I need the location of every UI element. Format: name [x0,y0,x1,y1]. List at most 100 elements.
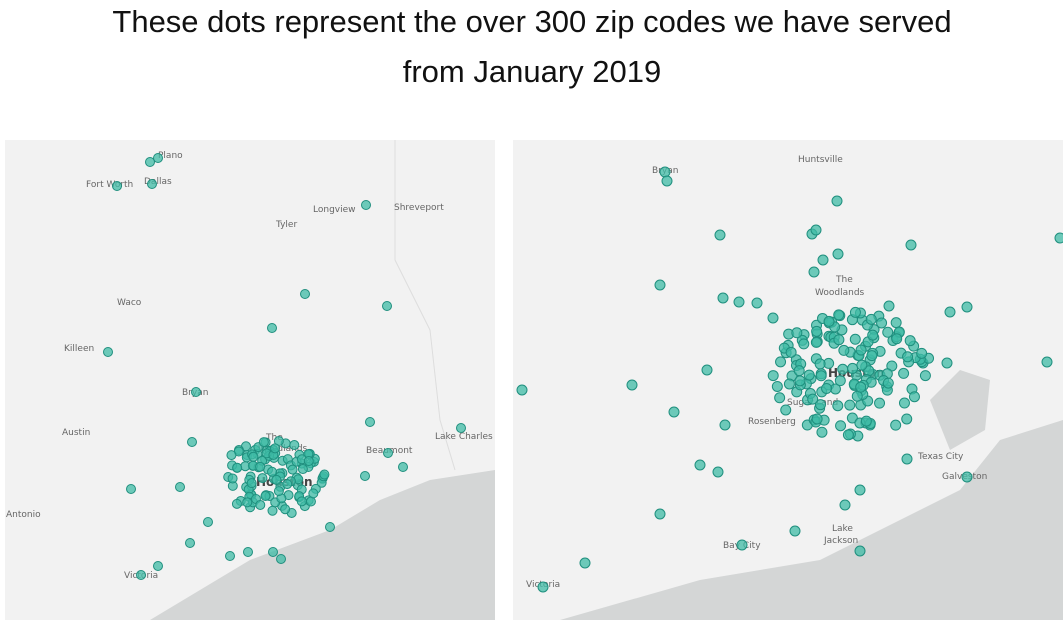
zip-dot [837,363,849,375]
zip-dot [258,437,269,448]
zip-dot [103,347,113,357]
zip-dot [774,392,786,404]
zip-dot [832,400,844,412]
zip-dot [147,179,157,189]
zip-dot [360,471,370,481]
zip-dot [153,153,163,163]
zip-dot [668,406,680,418]
zip-dot [270,443,281,454]
zip-dot [905,239,917,251]
zip-dot [136,570,146,580]
zip-dot [855,381,867,393]
zip-dot [300,289,310,299]
zip-dot [537,581,549,593]
zip-dot [733,296,745,308]
zip-dot [821,382,833,394]
zip-dot [832,248,844,260]
place: Tyler [275,220,297,230]
zip-dot [898,367,910,379]
zip-dot [626,379,638,391]
place: Plano [158,151,183,161]
zip-dot [798,338,810,350]
border [394,140,456,471]
zip-dot [325,522,335,532]
zip-dot [816,426,828,438]
zip-dot [849,333,861,345]
place: Lake [832,524,853,534]
zip-dot [882,326,894,338]
place: Jackson [823,536,858,546]
zip-dot [319,469,330,480]
zip-dot [175,482,185,492]
zip-dot [810,336,822,348]
zip-dot [516,384,528,396]
zip-dot [767,370,779,382]
zip-dot [916,347,928,359]
sea [560,420,1063,620]
place: Antonio [6,510,41,520]
zip-dot [255,461,266,472]
title-line: from January 2019 [403,54,661,89]
zip-dot [838,344,850,356]
zip-dot [890,317,902,329]
zip-dot [780,404,792,416]
zip-dot [849,306,861,318]
zip-dot [255,499,266,510]
place: Longview [313,205,356,215]
zip-dot [654,508,666,520]
zip-dot [287,464,298,475]
bay [930,370,990,450]
zip-dot [767,312,779,324]
map-right: Huntsville Bryan The Woodlands Houston S… [513,140,1063,620]
zip-dot [891,333,903,345]
zip-dot [839,499,851,511]
zip-dot [187,437,197,447]
place: Shreveport [394,203,444,213]
place: Waco [117,298,142,308]
zip-dot [867,329,879,341]
zip-dot [659,166,671,178]
zip-dot [882,377,894,389]
zip-dot [712,466,724,478]
zip-dot [775,356,787,368]
zip-dot [280,504,291,515]
zip-dot [846,412,858,424]
zip-dot [834,375,846,387]
zip-dot [273,486,284,497]
place: Huntsville [798,155,843,165]
zip-dot [365,417,375,427]
zip-dot [811,413,823,425]
zip-dot [246,478,257,489]
place: Killeen [64,344,94,354]
title-line: These dots represent the over 300 zip co… [112,4,951,39]
zip-dot [308,488,319,499]
place: Texas City [917,452,964,462]
place: Rosenberg [748,417,796,427]
zip-dot [654,279,666,291]
zip-dot [717,292,729,304]
zip-dot [243,547,253,557]
zip-dot [898,397,910,409]
zip-dot [831,195,843,207]
zip-dot [257,473,268,484]
zip-dot [791,327,803,339]
zip-dot [296,496,307,507]
place: Austin [62,428,90,438]
zip-dot [714,229,726,241]
zip-dot [297,464,308,475]
zip-dot [225,551,235,561]
zip-dot [751,297,763,309]
zip-dot [811,325,823,337]
zip-dot [865,313,877,325]
zip-dot [876,317,888,329]
zip-dot [833,334,845,346]
zip-dot [771,380,783,392]
zip-dot [267,466,278,477]
zip-dot [908,391,920,403]
zip-dot [305,496,316,507]
zip-dot [783,378,795,390]
zip-dot [833,309,845,321]
zip-dot [282,479,293,490]
zip-dot [961,471,973,483]
zip-dot [579,557,591,569]
